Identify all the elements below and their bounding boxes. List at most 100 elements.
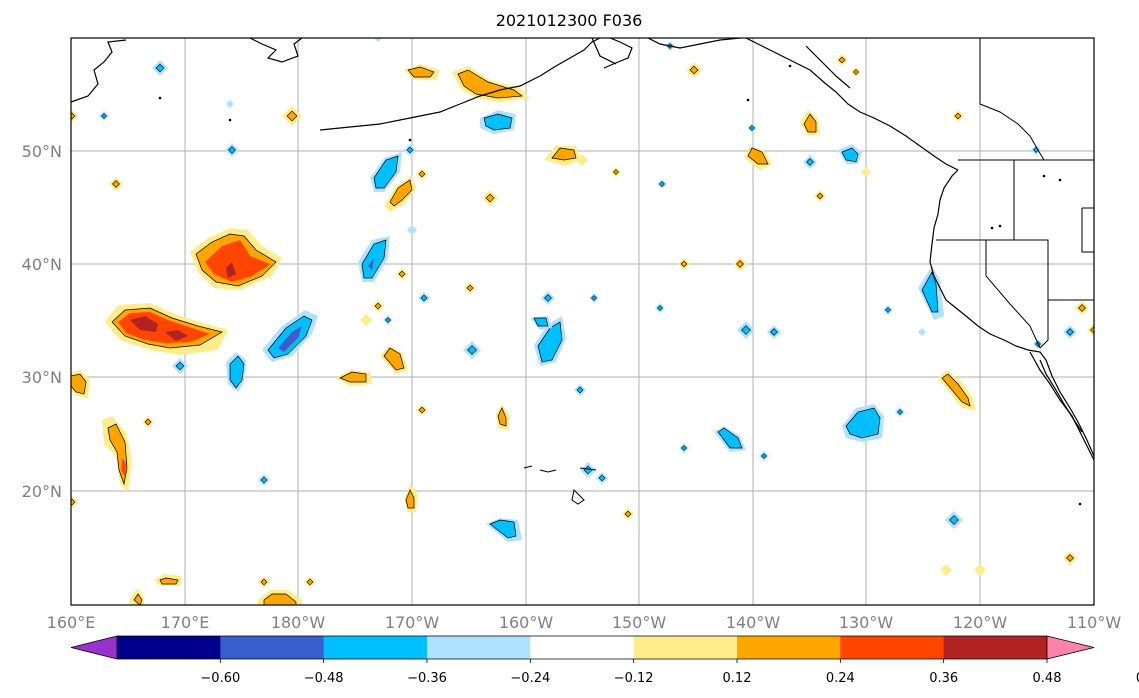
contour-fill — [374, 156, 398, 188]
coastline — [979, 38, 1045, 161]
contour-fill — [1090, 326, 1094, 334]
colorbar: −0.60 −0.48 −0.36 −0.24 −0.12 0.12 0.24 0.36 0.4… — [70, 635, 1139, 686]
colorbar-tick-label: 0.24 — [826, 671, 855, 686]
contour-fill — [121, 458, 126, 476]
contour-line — [263, 593, 297, 605]
contour-fill — [842, 148, 858, 162]
colorbar-extend-high — [1046, 635, 1095, 660]
colorbar-swatch — [117, 636, 221, 659]
island — [158, 96, 162, 100]
contour-fill — [458, 70, 522, 98]
island — [998, 224, 1002, 228]
contour-fill — [230, 356, 244, 388]
colorbar-swatch — [840, 636, 945, 659]
contour-fill — [71, 112, 76, 120]
contour-fill — [954, 112, 962, 120]
contour-fill — [144, 418, 152, 426]
contour-fill — [659, 181, 665, 187]
coastline — [523, 465, 597, 505]
contour-fill — [306, 578, 314, 586]
contour-fill — [885, 307, 891, 313]
contour-fill — [420, 294, 428, 302]
colorbar-extend-low — [70, 635, 118, 660]
lon-label: 130°W — [839, 613, 894, 632]
contour-fill — [130, 316, 158, 332]
map-background — [71, 38, 1094, 605]
lon-label: 140°W — [726, 613, 781, 632]
contour-fill — [360, 314, 372, 326]
contour-fill — [598, 474, 606, 482]
contour-line — [383, 347, 405, 371]
colorbar-swatch — [220, 636, 325, 659]
contour-fill — [340, 372, 366, 382]
contour-fill — [897, 409, 903, 415]
contour-line — [389, 179, 413, 207]
coastlines — [71, 38, 1094, 506]
contour-fill — [418, 406, 426, 414]
contour-fill — [1066, 554, 1074, 562]
contour-line — [941, 373, 971, 407]
coastline — [249, 38, 303, 63]
contour-fill — [974, 564, 986, 576]
lon-label: 170°E — [161, 613, 210, 632]
lon-label: 170°W — [385, 613, 440, 632]
contour-fill — [624, 510, 632, 518]
contour-line — [71, 373, 87, 395]
lon-label: 150°W — [612, 613, 667, 632]
contour-line — [457, 69, 523, 99]
latitude-labels: 50°N 40°N 30°N 20°N — [22, 142, 62, 501]
contour-fill — [736, 260, 744, 268]
contour-fill — [534, 318, 548, 326]
contour-fill — [368, 258, 374, 270]
contour-line — [497, 407, 507, 427]
contour-line — [921, 271, 939, 313]
contour-fill — [846, 408, 880, 438]
contour-fill — [466, 284, 474, 292]
coastline — [319, 38, 601, 131]
island — [990, 226, 994, 230]
lon-label: 180°W — [271, 613, 326, 632]
coastline — [985, 240, 1041, 349]
contour-line — [841, 147, 859, 163]
contour-fill — [816, 192, 824, 200]
contour-line — [111, 307, 223, 349]
longitude-labels: 160°E 170°E 180°W 170°W 160°W 150°W 140°W 130°W… — [47, 613, 1122, 632]
colorbar-swatch — [943, 636, 1048, 659]
lat-label: 20°N — [22, 482, 62, 501]
contour-line — [159, 577, 179, 585]
colorbar-tick-label: −0.36 — [407, 671, 447, 686]
contour-line — [407, 66, 435, 78]
lon-label: 160°E — [47, 613, 96, 632]
lon-label: 110°W — [1067, 613, 1122, 632]
colorbar-swatch — [737, 636, 841, 659]
colorbar-swatch — [427, 636, 531, 659]
contour-fill — [806, 158, 814, 166]
island — [746, 98, 750, 102]
contour-fill — [398, 270, 406, 278]
contour-fill — [71, 374, 86, 394]
contour-fill — [408, 67, 434, 77]
coastline — [1014, 239, 1094, 301]
contour-fill — [861, 167, 871, 177]
contour-fill — [286, 110, 298, 122]
colorbar-swatch — [633, 636, 738, 659]
colorbar-tick-label: −0.48 — [304, 671, 344, 686]
contour-fill — [101, 113, 107, 119]
contour-fill — [591, 295, 597, 301]
contour-line — [267, 315, 313, 359]
contour-fill — [226, 100, 234, 108]
coastline — [603, 38, 633, 69]
contour-fill — [374, 302, 382, 310]
coastline — [805, 45, 851, 89]
contour-line — [845, 407, 881, 439]
lat-label: 40°N — [22, 255, 62, 274]
contour-fill — [1066, 328, 1074, 336]
contour-line — [133, 593, 143, 605]
contour-fill — [134, 594, 142, 605]
contour-fill — [418, 170, 426, 178]
coastline — [745, 38, 959, 171]
contour-fill — [112, 180, 120, 188]
figure-title: 2021012300 F036 — [496, 11, 643, 30]
anomaly-contours — [71, 38, 1094, 605]
